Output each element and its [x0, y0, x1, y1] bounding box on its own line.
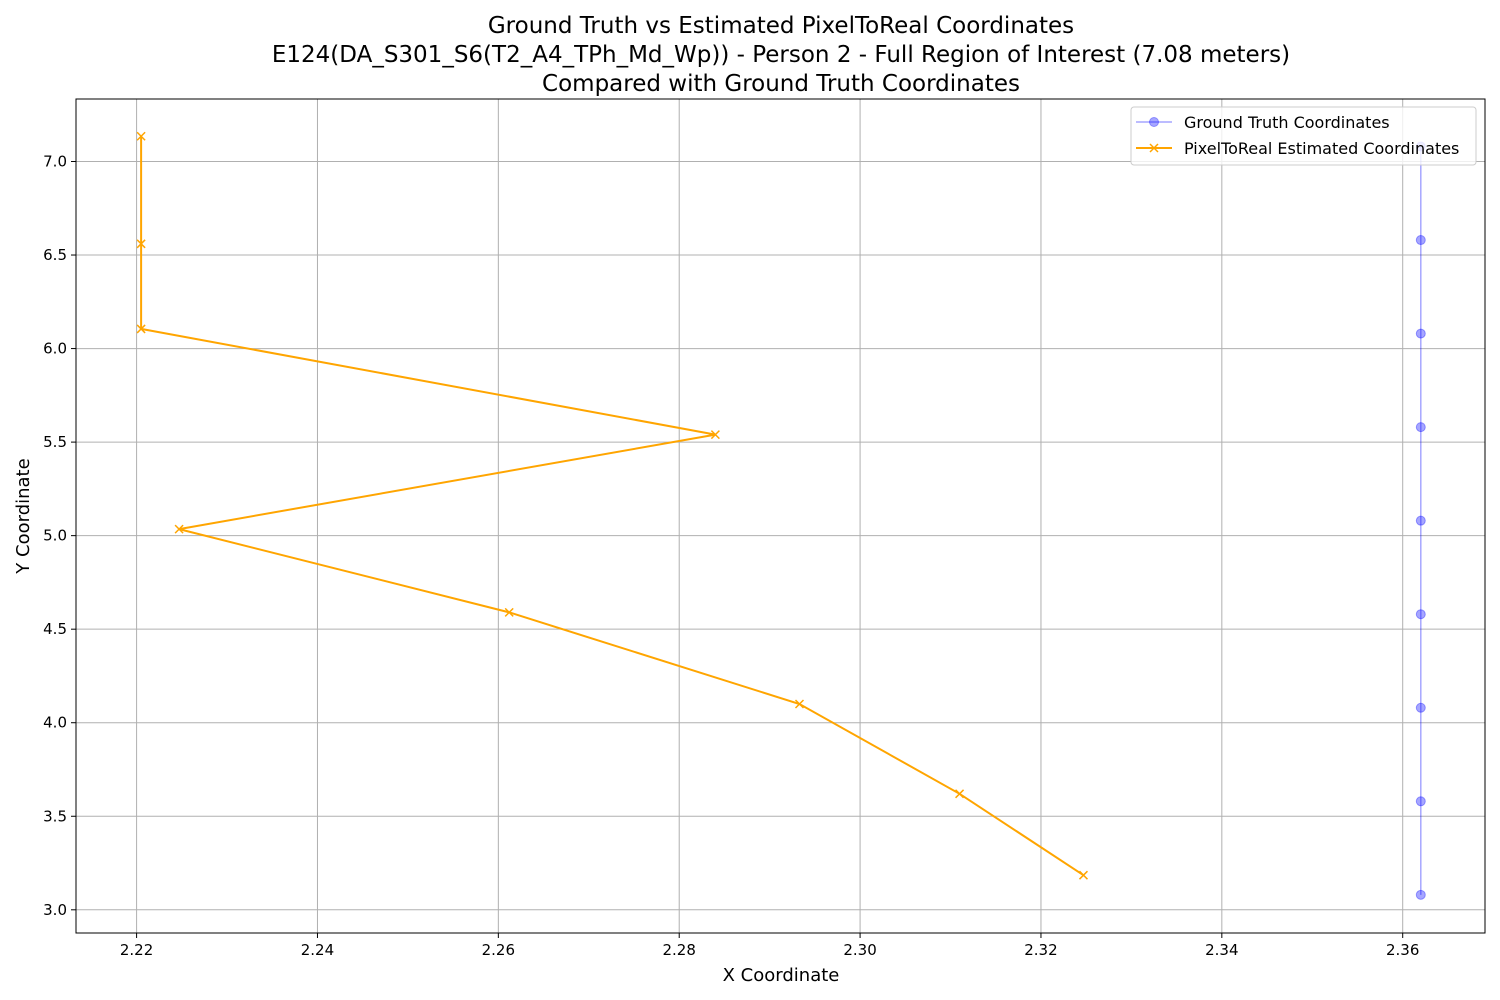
estimated-point	[710, 430, 720, 440]
grid	[76, 99, 1485, 933]
axis-ticks: 2.22 2.24 2.26 2.28 2.30 2.32 2.34 2.36 3.0 3.5 4.…	[43, 152, 1419, 959]
estimated-point	[794, 699, 805, 709]
x-tick-label: 2.22	[120, 941, 153, 959]
y-tick-label: 6.0	[43, 340, 67, 358]
legend-estimated-marker	[1149, 143, 1159, 153]
chart-title-line-3: Compared with Ground Truth Coordinates	[542, 71, 1020, 97]
chart-title-line-2: E124(DA_S301_S6(T2_A4_TPh_Md_Wp)) - Pers…	[272, 42, 1290, 68]
ground-truth-point	[1415, 328, 1426, 339]
plot-series	[136, 131, 1426, 900]
y-axis-label: Y Coordinate	[13, 458, 34, 574]
estimated-point	[136, 131, 146, 141]
x-tick-label: 2.36	[1386, 941, 1419, 959]
x-tick-label: 2.28	[663, 941, 696, 959]
legend: Ground Truth Coordinates PixelToReal Est…	[1130, 106, 1477, 166]
x-axis-label: X Coordinate	[723, 965, 840, 986]
x-tick-label: 2.24	[301, 941, 334, 959]
y-tick-label: 4.5	[43, 620, 67, 638]
legend-ground-truth-label: Ground Truth Coordinates	[1184, 113, 1390, 132]
legend-ground-truth-marker	[1149, 117, 1159, 127]
x-tick-label: 2.30	[843, 941, 876, 959]
y-tick-label: 4.0	[43, 714, 67, 732]
y-tick-label: 5.5	[43, 433, 67, 451]
estimated-point	[136, 324, 146, 334]
ground-truth-point	[1415, 515, 1426, 526]
ground-truth-point	[1415, 889, 1426, 900]
legend-box	[1130, 106, 1477, 166]
ground-truth-point	[1415, 422, 1426, 433]
y-tick-label: 5.0	[43, 527, 67, 545]
y-tick-label: 3.5	[43, 807, 67, 825]
ground-truth-point	[1415, 609, 1426, 620]
estimated-point	[1078, 870, 1088, 880]
ground-truth-point	[1415, 235, 1426, 246]
estimated-line	[140, 136, 1085, 877]
y-tick-label: 3.0	[43, 901, 67, 919]
y-tick-label: 7.0	[43, 152, 67, 170]
estimated-point	[504, 607, 514, 617]
x-tick-label: 2.32	[1024, 941, 1057, 959]
estimated-point	[955, 789, 965, 799]
ground-truth-point	[1415, 796, 1426, 807]
x-tick-label: 2.34	[1205, 941, 1238, 959]
x-tick-label: 2.26	[482, 941, 515, 959]
estimated-point	[136, 239, 146, 249]
estimated-point	[174, 524, 184, 534]
chart-title: Ground Truth vs Estimated PixelToReal Co…	[272, 13, 1290, 97]
legend-estimated-label: PixelToReal Estimated Coordinates	[1184, 139, 1459, 158]
plot-frame	[75, 98, 1486, 934]
y-tick-label: 6.5	[43, 246, 67, 264]
chart-title-line-1: Ground Truth vs Estimated PixelToReal Co…	[488, 13, 1074, 39]
ground-truth-point	[1415, 702, 1426, 713]
